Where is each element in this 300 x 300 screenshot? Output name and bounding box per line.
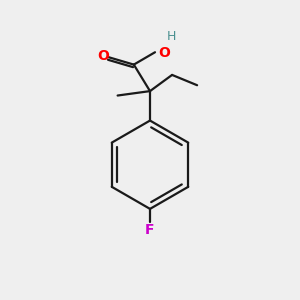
Text: F: F [145, 224, 155, 237]
Text: H: H [167, 30, 176, 44]
Text: O: O [97, 49, 109, 63]
Text: O: O [158, 46, 170, 60]
